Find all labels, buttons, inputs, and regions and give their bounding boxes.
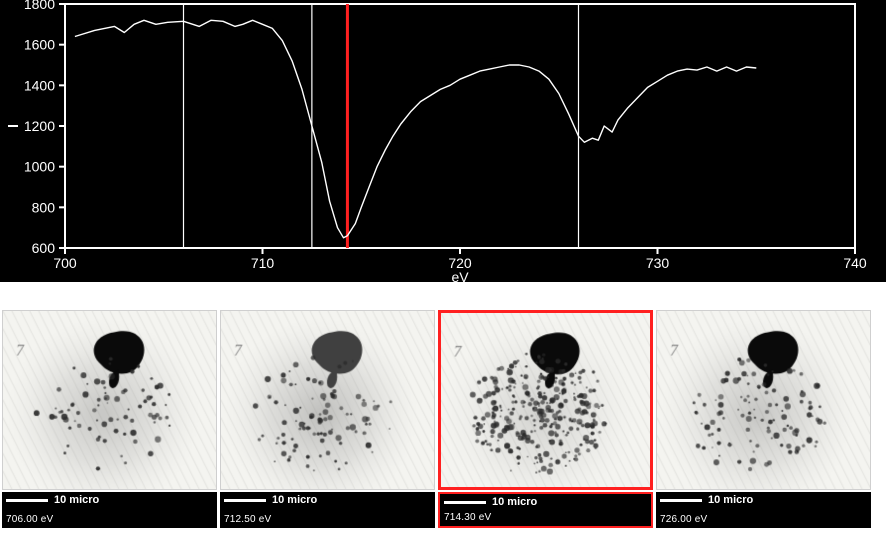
scale-label: 10 micro	[272, 494, 317, 506]
svg-text:740: 740	[843, 255, 867, 271]
spectrum-svg: 6008001000120014001600180070071072073074…	[0, 0, 886, 282]
caption-bar: 10 micro 712.50 eV	[220, 492, 435, 528]
microscopy-image	[441, 313, 650, 487]
svg-text:600: 600	[32, 240, 56, 256]
svg-text:1400: 1400	[24, 77, 55, 93]
energy-label: 712.50 eV	[224, 514, 431, 525]
scale-label: 10 micro	[492, 496, 537, 508]
energy-label: 726.00 eV	[660, 514, 867, 525]
scale-bar	[6, 499, 48, 502]
svg-text:700: 700	[53, 255, 77, 271]
svg-text:eV: eV	[451, 269, 469, 282]
caption-bar: 10 micro 726.00 eV	[656, 492, 871, 528]
microscopy-image	[657, 311, 870, 489]
thumbnail-row: 10 micro706.00 eV10 micro712.50 eV10 mic…	[0, 310, 886, 541]
svg-text:1800: 1800	[24, 0, 55, 12]
thumbnail-panel	[438, 310, 653, 490]
caption-bar: 10 micro 706.00 eV	[2, 492, 217, 528]
energy-label: 714.30 eV	[444, 512, 647, 523]
scale-bar	[660, 499, 702, 502]
svg-text:1600: 1600	[24, 37, 55, 53]
svg-text:1000: 1000	[24, 159, 55, 175]
svg-text:710: 710	[251, 255, 275, 271]
scale-bar	[444, 501, 486, 504]
thumbnail-panel	[2, 310, 217, 490]
svg-text:730: 730	[646, 255, 670, 271]
svg-text:1200: 1200	[24, 118, 55, 134]
microscopy-image	[3, 311, 216, 489]
thumbnail-panel	[220, 310, 435, 490]
scale-label: 10 micro	[708, 494, 753, 506]
svg-text:800: 800	[32, 199, 56, 215]
spectrum-chart: 6008001000120014001600180070071072073074…	[0, 0, 886, 282]
energy-label: 706.00 eV	[6, 514, 213, 525]
caption-bar: 10 micro 714.30 eV	[438, 492, 653, 528]
microscopy-image	[221, 311, 434, 489]
thumbnail-panel	[656, 310, 871, 490]
scale-bar	[224, 499, 266, 502]
scale-label: 10 micro	[54, 494, 99, 506]
